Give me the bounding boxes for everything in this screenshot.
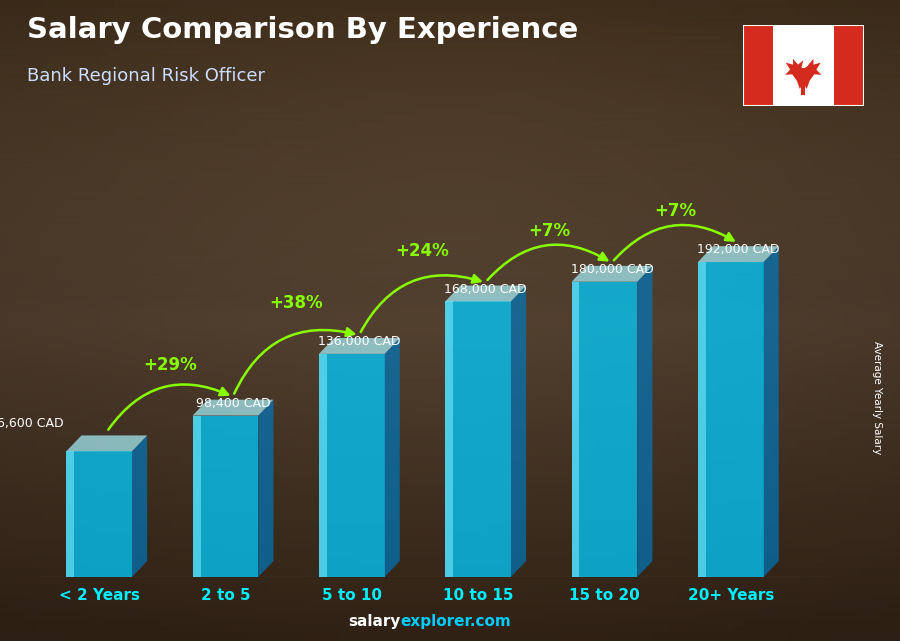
Text: salary: salary [348,615,400,629]
Bar [67,451,74,577]
Text: 192,000 CAD: 192,000 CAD [698,244,779,256]
Text: 136,000 CAD: 136,000 CAD [318,335,400,348]
Text: 76,600 CAD: 76,600 CAD [0,417,64,430]
Text: Average Yearly Salary: Average Yearly Salary [872,341,883,454]
Bar [833,25,864,106]
Polygon shape [319,338,400,354]
Text: +38%: +38% [269,294,323,312]
Polygon shape [132,435,148,577]
Bar [319,354,327,577]
Bar [698,262,763,577]
Text: 168,000 CAD: 168,000 CAD [445,283,527,296]
Text: explorer.com: explorer.com [400,615,511,629]
Bar [773,25,833,106]
Text: +24%: +24% [396,242,449,260]
Polygon shape [698,246,778,262]
Bar [193,415,201,577]
Polygon shape [511,285,526,577]
Bar [319,354,384,577]
Polygon shape [258,400,274,577]
Bar [193,415,258,577]
Bar [742,25,773,106]
Text: Bank Regional Risk Officer: Bank Regional Risk Officer [27,67,265,85]
Bar [698,262,706,577]
Polygon shape [572,266,652,282]
Bar [572,282,580,577]
Text: +7%: +7% [527,222,570,240]
Text: 180,000 CAD: 180,000 CAD [571,263,653,276]
Polygon shape [193,400,274,415]
Polygon shape [67,435,148,451]
Text: +29%: +29% [143,356,197,374]
Polygon shape [384,338,400,577]
Polygon shape [785,59,822,89]
Bar [446,301,453,577]
Text: +7%: +7% [654,203,697,221]
Polygon shape [637,266,652,577]
Text: 98,400 CAD: 98,400 CAD [195,397,270,410]
Bar [67,451,132,577]
Text: Salary Comparison By Experience: Salary Comparison By Experience [27,16,578,44]
Bar [572,282,637,577]
Bar [446,301,511,577]
Polygon shape [446,285,526,301]
Polygon shape [763,246,778,577]
